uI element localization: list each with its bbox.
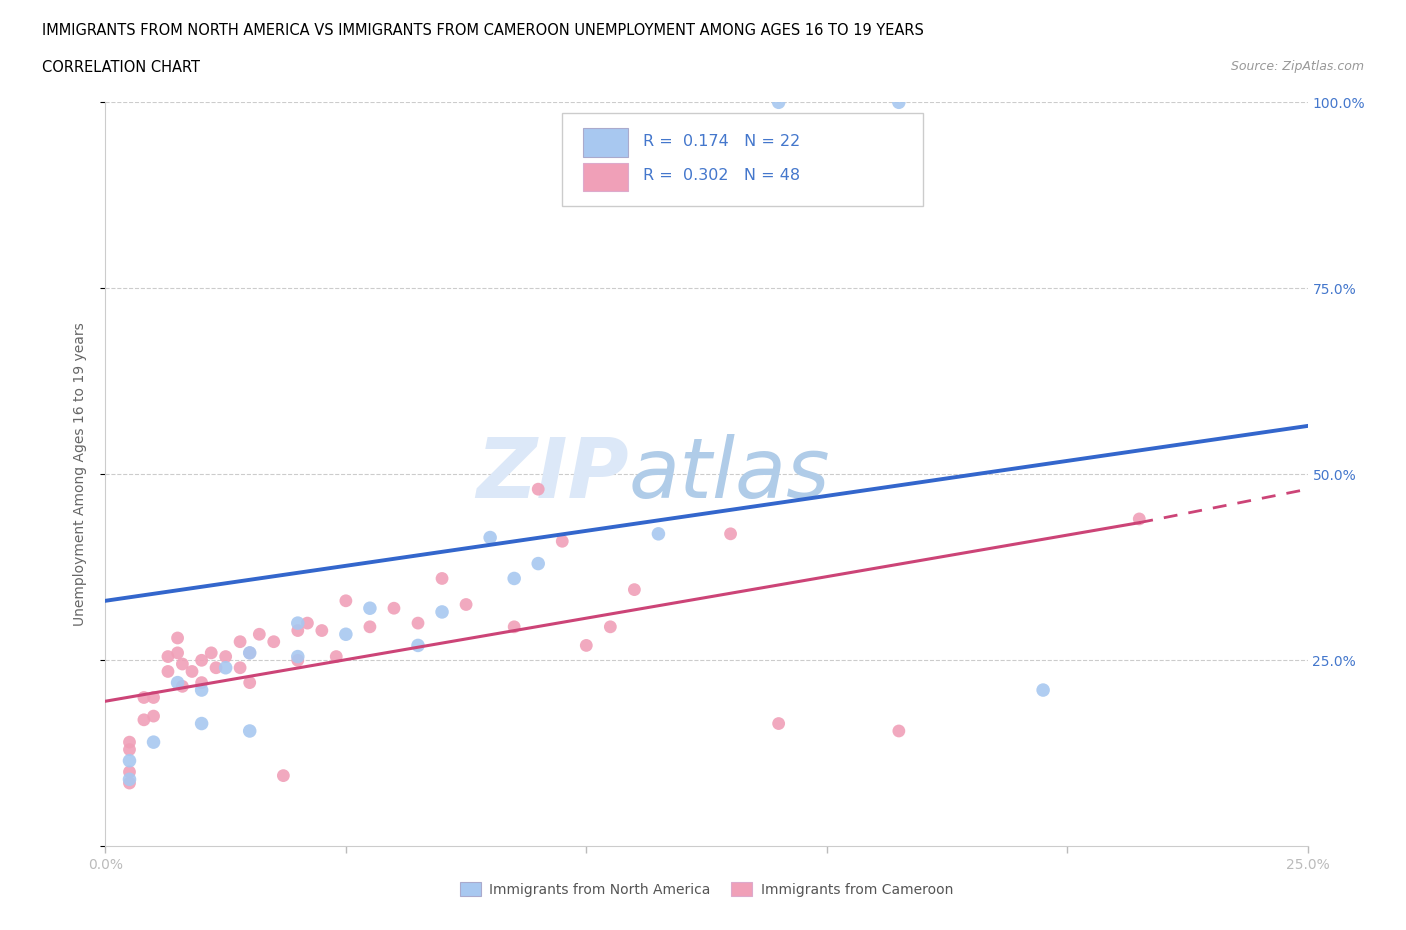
Point	[287, 623, 309, 638]
Point	[190, 716, 212, 731]
Point	[118, 772, 141, 787]
FancyBboxPatch shape	[562, 113, 922, 206]
Point	[118, 753, 141, 768]
Point	[359, 601, 381, 616]
Point	[479, 530, 502, 545]
Point	[239, 675, 262, 690]
Point	[239, 645, 262, 660]
Point	[247, 627, 270, 642]
Point	[239, 724, 262, 738]
Point	[887, 724, 910, 738]
Point	[527, 556, 550, 571]
Point	[406, 616, 429, 631]
Point	[1032, 683, 1054, 698]
Point	[166, 675, 188, 690]
Point	[118, 735, 141, 750]
Point	[205, 660, 228, 675]
Point	[166, 645, 188, 660]
Point	[214, 649, 236, 664]
Point	[359, 619, 381, 634]
Point	[190, 653, 212, 668]
Point	[297, 616, 319, 631]
Point	[263, 634, 285, 649]
Point	[503, 571, 526, 586]
Point	[166, 631, 188, 645]
Point	[273, 768, 295, 783]
Point	[503, 619, 526, 634]
Point	[768, 716, 790, 731]
Point	[325, 649, 347, 664]
Point	[887, 95, 910, 110]
Point	[430, 571, 453, 586]
Point	[229, 634, 252, 649]
Point	[142, 735, 165, 750]
Text: Source: ZipAtlas.com: Source: ZipAtlas.com	[1230, 60, 1364, 73]
Y-axis label: Unemployment Among Ages 16 to 19 years: Unemployment Among Ages 16 to 19 years	[73, 323, 87, 626]
Point	[382, 601, 405, 616]
Point	[132, 712, 155, 727]
Point	[172, 679, 194, 694]
Point	[156, 649, 179, 664]
Point	[118, 776, 141, 790]
Text: R =  0.174   N = 22: R = 0.174 N = 22	[643, 134, 800, 149]
Point	[142, 709, 165, 724]
Point	[575, 638, 598, 653]
Point	[200, 645, 222, 660]
Point	[181, 664, 204, 679]
Text: CORRELATION CHART: CORRELATION CHART	[42, 60, 200, 75]
Point	[454, 597, 477, 612]
Bar	[582, 128, 628, 156]
Point	[720, 526, 742, 541]
Point	[768, 95, 790, 110]
Point	[156, 664, 179, 679]
Text: R =  0.302   N = 48: R = 0.302 N = 48	[643, 168, 800, 183]
Point	[214, 660, 236, 675]
Point	[190, 683, 212, 698]
Point	[287, 649, 309, 664]
Point	[118, 742, 141, 757]
Point	[311, 623, 333, 638]
Point	[551, 534, 574, 549]
Point	[1128, 512, 1150, 526]
Point	[406, 638, 429, 653]
Point	[647, 526, 669, 541]
Point	[599, 619, 621, 634]
Point	[287, 616, 309, 631]
Point	[335, 593, 357, 608]
Point	[527, 482, 550, 497]
Legend: Immigrants from North America, Immigrants from Cameroon: Immigrants from North America, Immigrant…	[454, 877, 959, 903]
Point	[430, 604, 453, 619]
Point	[172, 657, 194, 671]
Text: IMMIGRANTS FROM NORTH AMERICA VS IMMIGRANTS FROM CAMEROON UNEMPLOYMENT AMONG AGE: IMMIGRANTS FROM NORTH AMERICA VS IMMIGRA…	[42, 23, 924, 38]
Text: atlas: atlas	[628, 433, 830, 515]
Point	[132, 690, 155, 705]
Text: ZIP: ZIP	[475, 433, 628, 515]
Point	[229, 660, 252, 675]
Point	[623, 582, 645, 597]
Point	[142, 690, 165, 705]
Point	[190, 675, 212, 690]
Point	[287, 653, 309, 668]
Point	[118, 764, 141, 779]
Point	[239, 645, 262, 660]
Point	[335, 627, 357, 642]
Bar	[582, 163, 628, 191]
